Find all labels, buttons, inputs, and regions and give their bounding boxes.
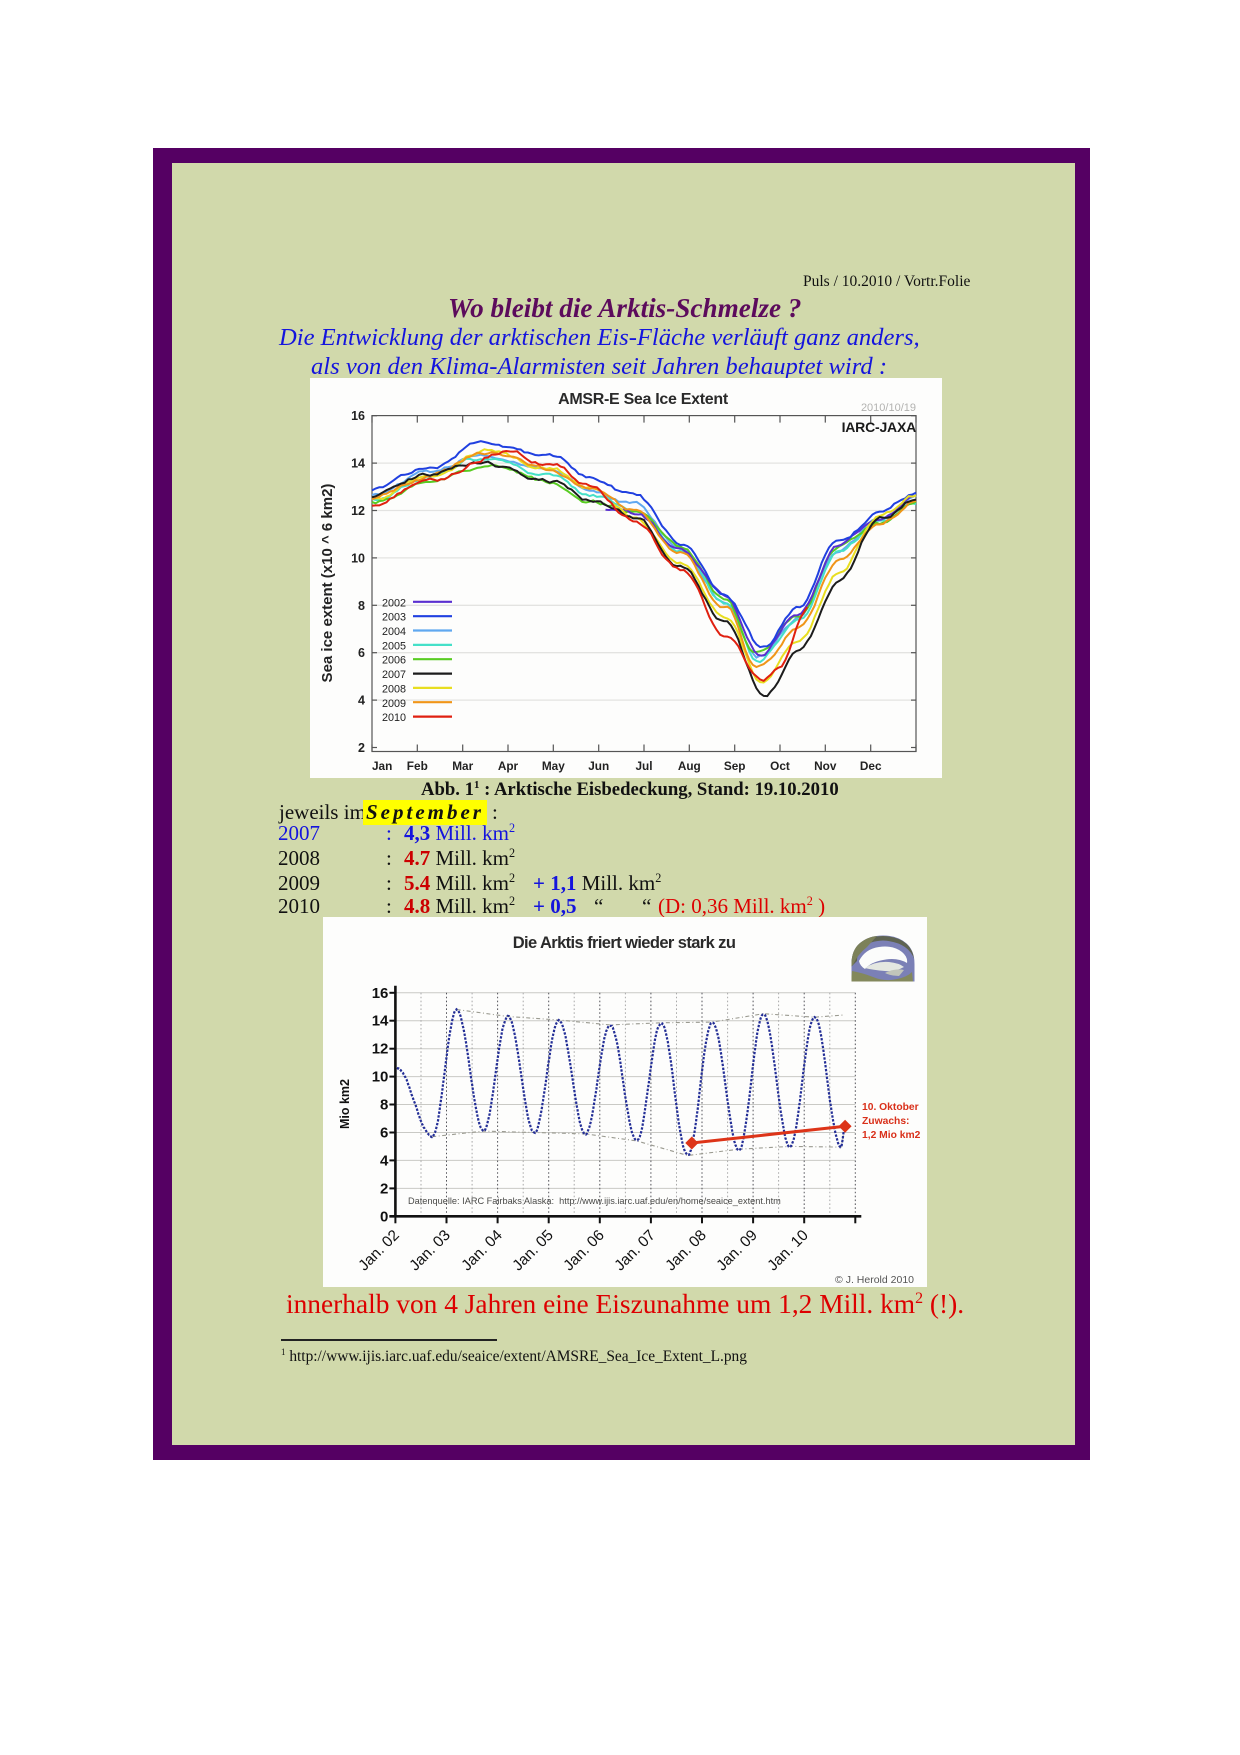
svg-text:8: 8 <box>358 599 365 613</box>
svg-text:14: 14 <box>351 457 365 471</box>
svg-text:Nov: Nov <box>814 759 837 773</box>
svg-text:10: 10 <box>372 1069 389 1086</box>
svg-text:AMSR-E Sea Ice Extent: AMSR-E Sea Ice Extent <box>558 391 729 408</box>
svg-text:2006: 2006 <box>382 655 406 667</box>
svg-text:Jul: Jul <box>635 759 652 773</box>
svg-text:2003: 2003 <box>382 612 406 624</box>
svg-text:0: 0 <box>380 1208 388 1225</box>
svg-text:2002: 2002 <box>382 597 406 609</box>
svg-text:16: 16 <box>372 985 389 1002</box>
svg-text:Jun: Jun <box>588 759 609 773</box>
svg-text:© J. Herold 2010: © J. Herold 2010 <box>835 1274 914 1286</box>
svg-text:Sep: Sep <box>724 759 746 773</box>
svg-text:Datenquelle: IARC Fairbaks Ala: Datenquelle: IARC Fairbaks Alaska: http:… <box>408 1196 781 1206</box>
svg-text:Jan: Jan <box>372 759 392 773</box>
svg-text:2010/10/19: 2010/10/19 <box>861 402 916 414</box>
svg-text:Oct: Oct <box>770 759 790 773</box>
svg-text:12: 12 <box>351 504 365 518</box>
svg-text:2: 2 <box>358 741 365 755</box>
svg-text:May: May <box>542 759 565 773</box>
svg-text:Sea ice extent (x10 ^ 6 km2): Sea ice extent (x10 ^ 6 km2) <box>319 484 336 683</box>
svg-text:1,2 Mio km2: 1,2 Mio km2 <box>862 1130 921 1141</box>
svg-text:Mio km2: Mio km2 <box>338 1079 352 1129</box>
svg-text:4: 4 <box>380 1152 389 1169</box>
svg-text:16: 16 <box>351 409 365 423</box>
svg-text:Zuwachs:: Zuwachs: <box>862 1116 910 1127</box>
svg-text:Apr: Apr <box>498 759 519 773</box>
svg-text:2004: 2004 <box>382 626 406 638</box>
svg-text:6: 6 <box>358 646 365 660</box>
svg-text:10. Oktober: 10. Oktober <box>862 1102 919 1113</box>
svg-text:2007: 2007 <box>382 669 406 681</box>
svg-text:8: 8 <box>380 1097 388 1114</box>
svg-text:4: 4 <box>358 694 365 708</box>
svg-text:2008: 2008 <box>382 683 406 695</box>
svg-text:10: 10 <box>351 551 365 565</box>
svg-text:14: 14 <box>372 1013 389 1030</box>
svg-text:Feb: Feb <box>407 759 428 773</box>
svg-text:Mar: Mar <box>452 759 473 773</box>
svg-text:2009: 2009 <box>382 698 406 710</box>
svg-text:2: 2 <box>380 1180 388 1197</box>
svg-text:2005: 2005 <box>382 640 406 652</box>
svg-text:6: 6 <box>380 1125 388 1142</box>
svg-text:2010: 2010 <box>382 712 406 724</box>
svg-text:Aug: Aug <box>678 759 701 773</box>
svg-text:Die Arktis friert wieder stark: Die Arktis friert wieder stark zu <box>513 934 736 952</box>
svg-text:IARC-JAXA: IARC-JAXA <box>842 419 917 435</box>
svg-text:12: 12 <box>372 1041 389 1058</box>
svg-text:Dec: Dec <box>860 759 882 773</box>
